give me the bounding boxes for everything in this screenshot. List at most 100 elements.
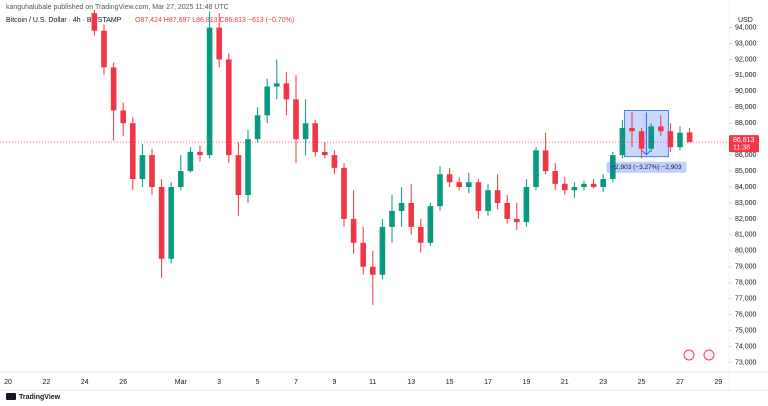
- candle-body: [523, 187, 530, 223]
- last-price-label: 86,813: [733, 137, 755, 144]
- x-tick-label: 5: [256, 379, 260, 386]
- x-tick-label: 23: [599, 379, 607, 386]
- candle-body: [456, 182, 462, 188]
- candle-body: [437, 174, 443, 207]
- candle-body: [197, 151, 203, 156]
- candle-body: [216, 27, 222, 60]
- candle-body: [168, 187, 174, 259]
- y-tick-label: 91,000: [735, 72, 757, 79]
- candle-body: [110, 67, 117, 111]
- candle-body: [293, 99, 299, 140]
- y-tick-label: 86,000: [735, 152, 757, 159]
- x-tick-label: Mar: [175, 379, 188, 386]
- candle-body: [562, 183, 568, 191]
- candle-body: [370, 266, 376, 275]
- candle-body: [629, 128, 635, 132]
- x-tick-label: 25: [638, 379, 646, 386]
- candle-body: [638, 131, 645, 149]
- y-tick-label: 85,000: [735, 168, 757, 175]
- candle-body: [600, 179, 606, 188]
- candle-body: [101, 30, 107, 68]
- candle-body: [667, 131, 674, 148]
- candle-body: [360, 242, 366, 267]
- candle-body: [418, 226, 424, 243]
- y-tick-label: 76,000: [735, 311, 757, 318]
- x-tick-label: 7: [294, 379, 298, 386]
- x-tick-label: 11: [369, 379, 376, 386]
- y-tick-label: 94,000: [735, 24, 757, 31]
- x-tick-label: 24: [81, 379, 89, 386]
- candle-body: [322, 151, 328, 156]
- y-tick-label: 92,000: [735, 56, 757, 63]
- candle-body: [581, 183, 587, 188]
- candle-body: [302, 123, 309, 140]
- candle-body: [677, 132, 683, 148]
- measure-label: −2,903 (−3.27%) −2,903: [611, 164, 682, 171]
- brand-logo: [6, 393, 16, 400]
- candle-body: [226, 59, 232, 156]
- y-tick-label: 90,000: [735, 88, 757, 95]
- x-tick-label: 13: [407, 379, 415, 386]
- y-tick-label: 89,000: [735, 104, 757, 111]
- y-tick-label: 79,000: [735, 264, 757, 271]
- candle-body: [533, 150, 539, 188]
- candle-body: [178, 171, 184, 188]
- candle-body: [494, 190, 501, 203]
- candle-body: [379, 226, 386, 275]
- candle-body: [658, 126, 664, 132]
- candle-body: [552, 171, 558, 184]
- candle-body: [274, 83, 280, 87]
- y-tick-label: 77,000: [735, 295, 757, 302]
- candle-body: [446, 174, 453, 183]
- x-tick-label: 3: [217, 379, 221, 386]
- candle-body: [350, 218, 357, 243]
- candle-body: [619, 128, 626, 156]
- y-tick-label: 83,000: [735, 200, 757, 207]
- y-tick-label: 82,000: [735, 216, 757, 223]
- candle-body: [235, 155, 242, 195]
- candle-body: [389, 210, 395, 227]
- candle-body: [514, 218, 520, 223]
- candle-body: [590, 183, 597, 188]
- y-tick-label: 81,000: [735, 232, 757, 239]
- x-tick-label: 17: [484, 379, 492, 386]
- candle-body: [187, 151, 194, 172]
- candle-body: [206, 27, 213, 156]
- candle-body: [466, 182, 472, 188]
- measure-label-box: [606, 161, 687, 173]
- candle-body: [485, 190, 491, 211]
- candle-body: [120, 110, 126, 124]
- candle-body: [610, 155, 616, 180]
- y-tick-label: 73,000: [735, 359, 757, 366]
- last-price-box: [729, 135, 759, 153]
- candle-body: [283, 83, 290, 100]
- x-tick-label: 26: [119, 379, 127, 386]
- brand[interactable]: TradingView: [19, 394, 61, 401]
- countdown: 11:38: [733, 144, 750, 151]
- event-icon[interactable]: [703, 349, 715, 361]
- symbol: Bitcoin / U.S. Dollar · 4h · BITSTAMP: [6, 17, 122, 24]
- candle-body: [475, 182, 482, 211]
- event-icon[interactable]: [683, 349, 695, 361]
- x-tick-label: 15: [446, 379, 454, 386]
- candle-body: [158, 187, 165, 259]
- y-tick-label: 75,000: [735, 327, 757, 334]
- y-tick-label: 78,000: [735, 280, 757, 287]
- y-tick-label: 84,000: [735, 184, 757, 191]
- candle-body: [91, 13, 98, 31]
- x-tick-label: 27: [676, 379, 684, 386]
- y-tick-label: 93,000: [735, 40, 757, 47]
- y-tick-label: 80,000: [735, 248, 757, 255]
- x-tick-label: 19: [523, 379, 531, 386]
- measure-arrowhead: [642, 150, 651, 156]
- candle-body: [139, 155, 146, 180]
- candle-body: [130, 123, 136, 180]
- candle-body: [686, 132, 693, 143]
- candle-body: [341, 167, 347, 219]
- x-tick-label: 9: [332, 379, 336, 386]
- currency: USD: [738, 17, 753, 24]
- candle-body: [571, 187, 578, 191]
